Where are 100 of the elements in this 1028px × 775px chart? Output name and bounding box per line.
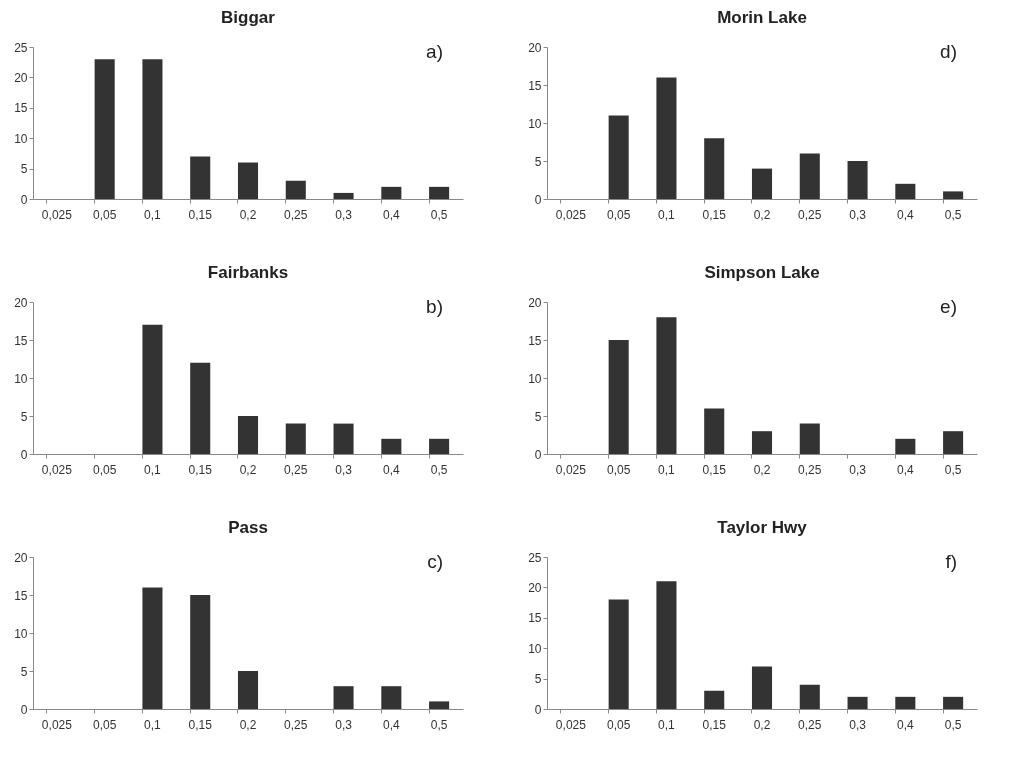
x-tick-label: 0,2 <box>239 207 257 222</box>
chart-title: Biggar <box>221 8 276 27</box>
annotation: b) <box>426 296 443 317</box>
x-tick-label: 0,25 <box>284 462 308 477</box>
bar <box>799 684 820 709</box>
bar <box>799 153 820 199</box>
bar <box>751 168 773 199</box>
x-tick-label: 0,05 <box>92 717 117 732</box>
bar <box>333 192 354 199</box>
y-tick-label: 5 <box>20 409 28 424</box>
x-tick-label: 0,3 <box>335 717 353 732</box>
bar <box>895 696 916 709</box>
x-tick-label: 0,4 <box>382 207 400 222</box>
x-tick-label: 0,025 <box>555 462 587 477</box>
y-tick-label: 0 <box>20 192 28 207</box>
bar <box>799 423 820 454</box>
x-tick-label: 0,3 <box>335 207 353 222</box>
bar <box>285 423 306 454</box>
x-tick-label: 0,15 <box>188 462 213 477</box>
bar <box>943 696 964 709</box>
bar <box>190 156 211 199</box>
bar <box>656 317 677 454</box>
bar <box>751 666 773 709</box>
x-tick-label: 0,25 <box>284 207 308 222</box>
y-tick-label: 10 <box>528 641 542 656</box>
bar <box>429 701 450 709</box>
y-tick-label: 20 <box>528 40 542 55</box>
x-tick-label: 0,2 <box>753 462 771 477</box>
y-tick-label: 15 <box>14 333 28 348</box>
annotation: e) <box>940 296 957 317</box>
y-tick-label: 20 <box>14 295 28 310</box>
x-tick-label: 0,1 <box>658 207 676 222</box>
bar <box>237 416 259 454</box>
x-tick-label: 0,15 <box>702 462 727 477</box>
annotation: a) <box>426 41 443 62</box>
x-tick-label: 0,5 <box>944 717 962 732</box>
x-tick-label: 0,2 <box>753 717 771 732</box>
y-tick-label: 15 <box>528 611 542 626</box>
bar <box>656 77 677 199</box>
y-tick-label: 15 <box>528 78 542 93</box>
x-tick-label: 0,05 <box>606 717 631 732</box>
chart-title: Simpson Lake <box>704 263 820 282</box>
x-tick-label: 0,1 <box>144 462 162 477</box>
y-tick-label: 15 <box>14 588 28 603</box>
chart-title: Morin Lake <box>717 8 807 27</box>
x-tick-label: 0,025 <box>555 717 587 732</box>
y-tick-label: 20 <box>14 550 28 565</box>
x-tick-label: 0,025 <box>41 207 73 222</box>
x-tick-label: 0,5 <box>430 717 448 732</box>
bar <box>751 431 773 454</box>
x-tick-label: 0,4 <box>382 462 400 477</box>
x-tick-label: 0,05 <box>606 207 631 222</box>
bar <box>608 340 629 454</box>
x-tick-label: 0,025 <box>41 717 73 732</box>
bar <box>381 186 402 199</box>
bar <box>429 186 450 199</box>
bar <box>237 671 259 709</box>
bar <box>608 115 629 199</box>
y-tick-label: 5 <box>534 672 542 687</box>
y-tick-label: 0 <box>534 447 542 462</box>
x-tick-label: 0,2 <box>239 462 257 477</box>
x-tick-label: 0,5 <box>944 207 962 222</box>
y-tick-label: 0 <box>20 702 28 717</box>
y-tick-label: 20 <box>528 295 542 310</box>
bar <box>704 690 725 709</box>
bar <box>895 438 916 454</box>
chart-title: Pass <box>228 518 268 537</box>
y-tick-label: 15 <box>528 333 542 348</box>
x-tick-label: 0,1 <box>658 717 676 732</box>
y-tick-label: 10 <box>14 371 28 386</box>
y-tick-label: 5 <box>534 154 542 169</box>
x-tick-label: 0,15 <box>188 207 213 222</box>
y-tick-label: 25 <box>528 550 542 565</box>
y-tick-label: 15 <box>14 101 28 116</box>
bar <box>142 59 163 199</box>
x-tick-label: 0,15 <box>188 717 213 732</box>
bar <box>237 162 259 199</box>
bar <box>142 587 163 709</box>
x-tick-label: 0,2 <box>239 717 257 732</box>
bar <box>847 161 868 199</box>
x-tick-label: 0,25 <box>798 207 822 222</box>
x-tick-label: 0,5 <box>430 207 448 222</box>
bar <box>847 696 868 709</box>
x-tick-label: 0,3 <box>849 207 867 222</box>
x-tick-label: 0,1 <box>144 717 162 732</box>
bar <box>943 431 964 454</box>
x-tick-label: 0,5 <box>944 462 962 477</box>
y-tick-label: 25 <box>14 40 28 55</box>
x-tick-label: 0,025 <box>555 207 587 222</box>
y-tick-label: 20 <box>14 70 28 85</box>
x-tick-label: 0,4 <box>382 717 400 732</box>
bar <box>429 438 450 454</box>
y-tick-label: 10 <box>528 116 542 131</box>
bar <box>333 423 354 454</box>
y-tick-label: 10 <box>528 371 542 386</box>
y-tick-label: 5 <box>20 162 28 177</box>
annotation: d) <box>940 41 957 62</box>
y-tick-label: 5 <box>534 409 542 424</box>
annotation: f) <box>945 551 957 572</box>
x-tick-label: 0,1 <box>144 207 162 222</box>
